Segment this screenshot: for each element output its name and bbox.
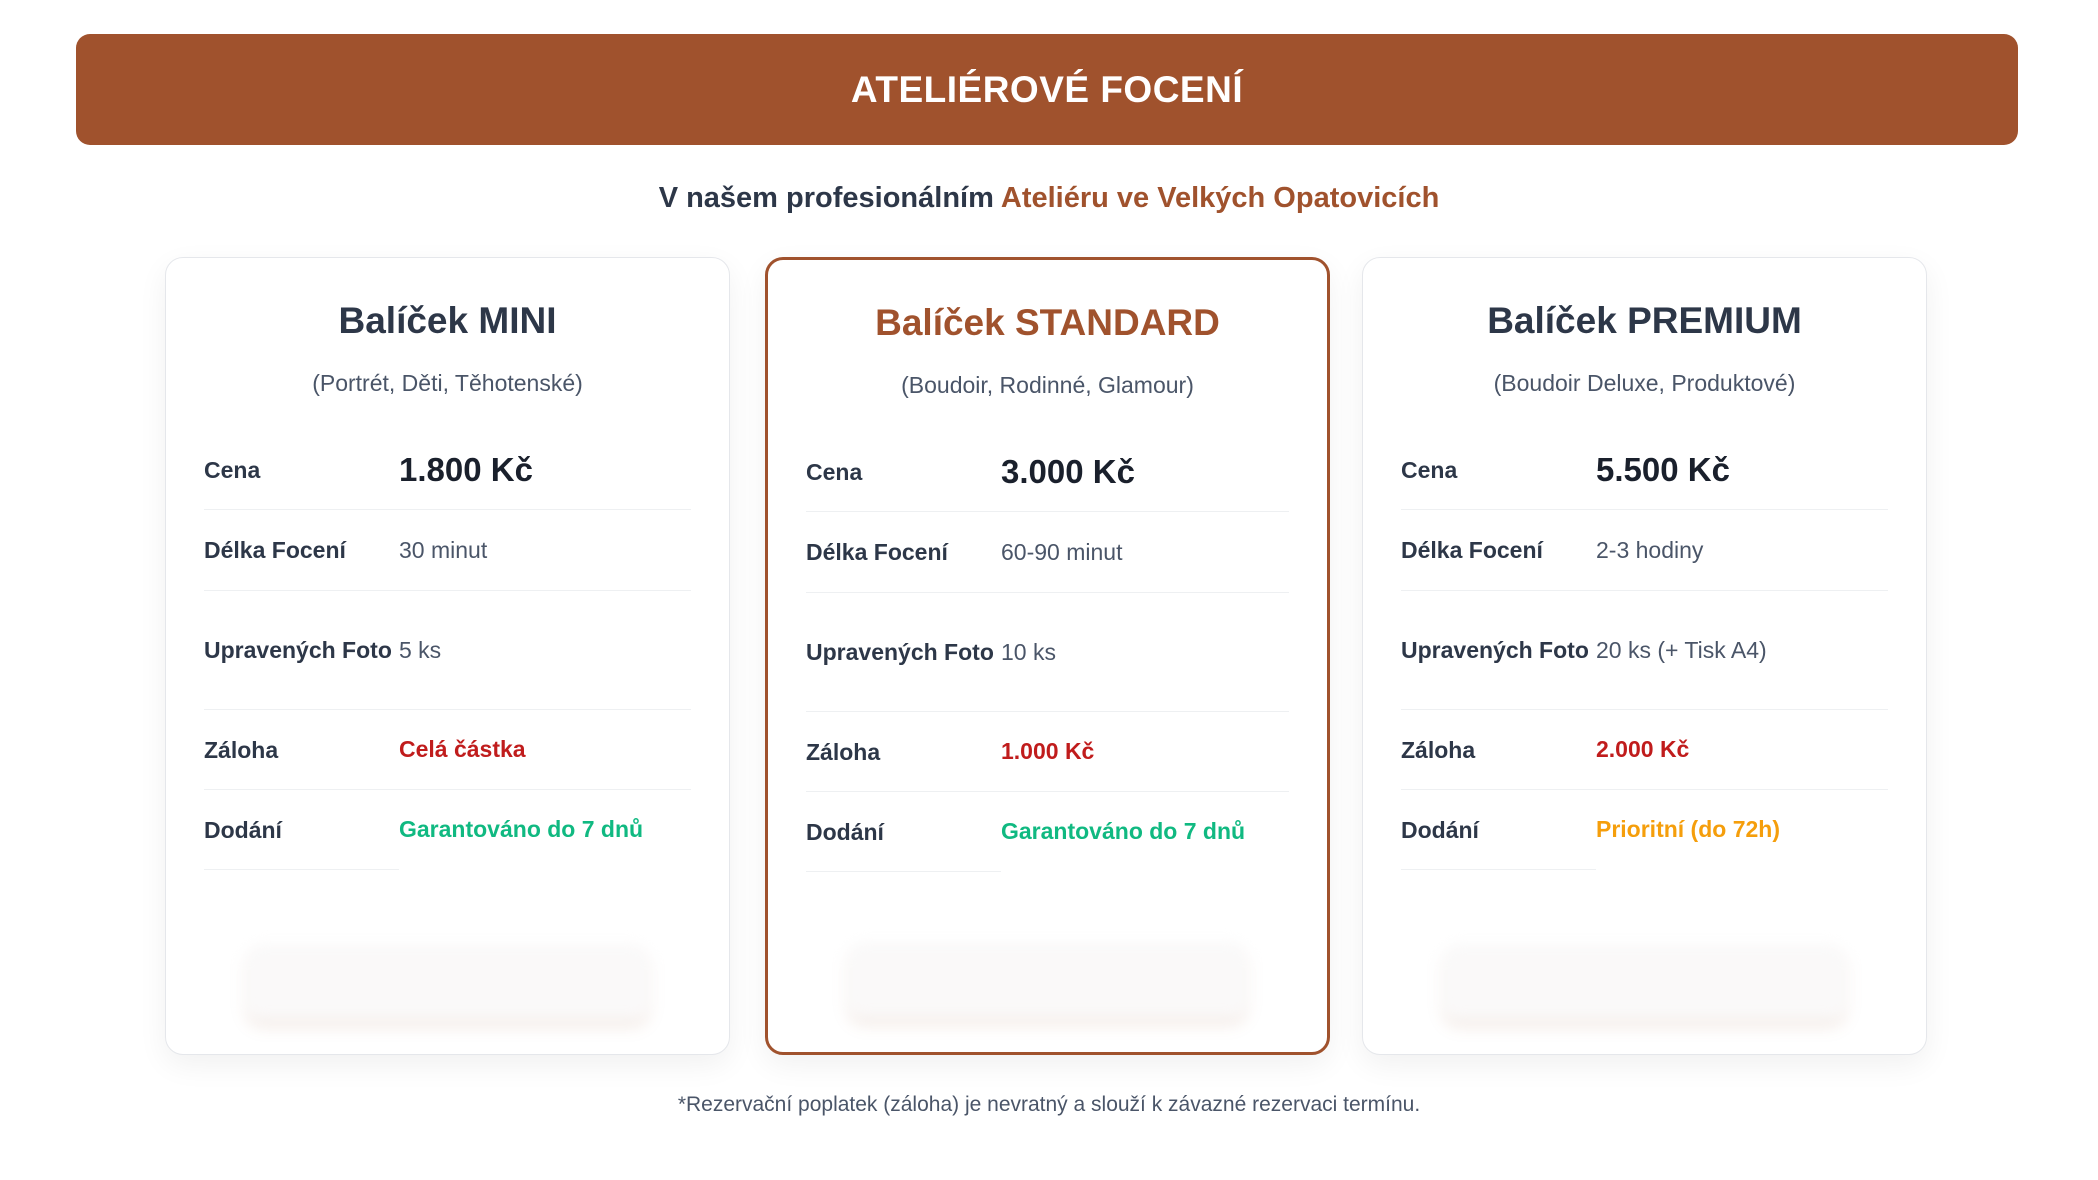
page-title: ATELIÉROVÉ FOCENÍ bbox=[850, 68, 1244, 110]
row-photos: Upravených Foto 5 ks bbox=[204, 590, 691, 710]
package-card-mini: Balíček MINI (Portrét, Děti, Těhotenské)… bbox=[165, 257, 730, 1055]
photos-value: 20 ks (+ Tisk A4) bbox=[1596, 590, 1888, 710]
label: Délka Focení bbox=[1401, 509, 1596, 591]
row-delivery: Dodání Garantováno do 7 dnů bbox=[204, 789, 691, 870]
price-value: 1.800 Kč bbox=[399, 431, 691, 510]
row-photos: Upravených Foto 10 ks bbox=[806, 592, 1289, 712]
reserve-button-placeholder[interactable] bbox=[848, 942, 1247, 1017]
label: Dodání bbox=[204, 789, 399, 870]
row-delivery: Dodání Garantováno do 7 dnů bbox=[806, 791, 1289, 872]
intro-prefix: V našem profesionálním bbox=[658, 182, 994, 214]
intro-text: V našem profesionálním Ateliéru ve Velký… bbox=[0, 182, 2098, 215]
label: Cena bbox=[1401, 431, 1596, 510]
row-duration: Délka Focení 2-3 hodiny bbox=[1401, 509, 1888, 591]
photos-value: 10 ks bbox=[1001, 592, 1289, 712]
delivery-value: Garantováno do 7 dnů bbox=[1001, 818, 1246, 845]
label: Upravených Foto bbox=[1401, 590, 1596, 710]
row-duration: Délka Focení 60-90 minut bbox=[806, 511, 1289, 593]
row-price: Cena 3.000 Kč bbox=[806, 433, 1289, 512]
delivery-value: Garantováno do 7 dnů bbox=[399, 816, 644, 843]
label: Cena bbox=[204, 431, 399, 510]
deposit-value: 2.000 Kč bbox=[1596, 709, 1888, 790]
row-price: Cena 5.500 Kč bbox=[1401, 431, 1888, 510]
package-subtitle: (Boudoir Deluxe, Produktové) bbox=[1493, 370, 1796, 396]
label: Cena bbox=[806, 433, 1001, 512]
intro-highlight: Ateliéru ve Velkých Opatovicích bbox=[1000, 182, 1440, 214]
row-deposit: Záloha Celá částka bbox=[204, 709, 691, 790]
package-subtitle: (Portrét, Děti, Těhotenské) bbox=[312, 370, 583, 396]
package-card-standard: Balíček STANDARD (Boudoir, Rodinné, Glam… bbox=[765, 257, 1330, 1055]
delivery-value: Prioritní (do 72h) bbox=[1596, 816, 1780, 843]
label: Záloha bbox=[204, 709, 399, 790]
package-title: Balíček STANDARD bbox=[875, 302, 1220, 343]
deposit-value: 1.000 Kč bbox=[1001, 711, 1289, 792]
duration-value: 2-3 hodiny bbox=[1596, 509, 1888, 591]
package-subtitle: (Boudoir, Rodinné, Glamour) bbox=[901, 372, 1194, 398]
header-banner: ATELIÉROVÉ FOCENÍ bbox=[76, 34, 2018, 145]
package-card-premium: Balíček PREMIUM (Boudoir Deluxe, Produkt… bbox=[1362, 257, 1927, 1055]
label: Dodání bbox=[1401, 789, 1596, 870]
row-photos: Upravených Foto 20 ks (+ Tisk A4) bbox=[1401, 590, 1888, 710]
label: Záloha bbox=[1401, 709, 1596, 790]
row-price: Cena 1.800 Kč bbox=[204, 431, 691, 510]
row-delivery: Dodání Prioritní (do 72h) bbox=[1401, 789, 1888, 870]
label: Upravených Foto bbox=[806, 592, 1001, 712]
row-duration: Délka Focení 30 minut bbox=[204, 509, 691, 591]
label: Záloha bbox=[806, 711, 1001, 792]
row-deposit: Záloha 2.000 Kč bbox=[1401, 709, 1888, 790]
package-title: Balíček PREMIUM bbox=[1487, 300, 1802, 341]
package-details: Cena 3.000 Kč Délka Focení 60-90 minut Upr… bbox=[806, 433, 1289, 872]
deposit-value: Celá částka bbox=[399, 709, 691, 790]
duration-value: 60-90 minut bbox=[1001, 511, 1289, 593]
row-deposit: Záloha 1.000 Kč bbox=[806, 711, 1289, 792]
reserve-button-placeholder[interactable] bbox=[1443, 944, 1846, 1019]
package-details: Cena 1.800 Kč Délka Focení 30 minut Uprave… bbox=[204, 431, 691, 870]
photos-value: 5 ks bbox=[399, 590, 691, 710]
label: Dodání bbox=[806, 791, 1001, 872]
footnote: *Rezervační poplatek (záloha) je nevratn… bbox=[677, 1093, 1421, 1116]
package-details: Cena 5.500 Kč Délka Focení 2-3 hodiny Upra… bbox=[1401, 431, 1888, 870]
label: Délka Focení bbox=[204, 509, 399, 591]
price-value: 3.000 Kč bbox=[1001, 433, 1289, 512]
label: Upravených Foto bbox=[204, 590, 399, 710]
reserve-button-placeholder[interactable] bbox=[246, 944, 649, 1019]
package-title: Balíček MINI bbox=[338, 300, 557, 341]
duration-value: 30 minut bbox=[399, 509, 691, 591]
price-value: 5.500 Kč bbox=[1596, 431, 1888, 510]
label: Délka Focení bbox=[806, 511, 1001, 593]
